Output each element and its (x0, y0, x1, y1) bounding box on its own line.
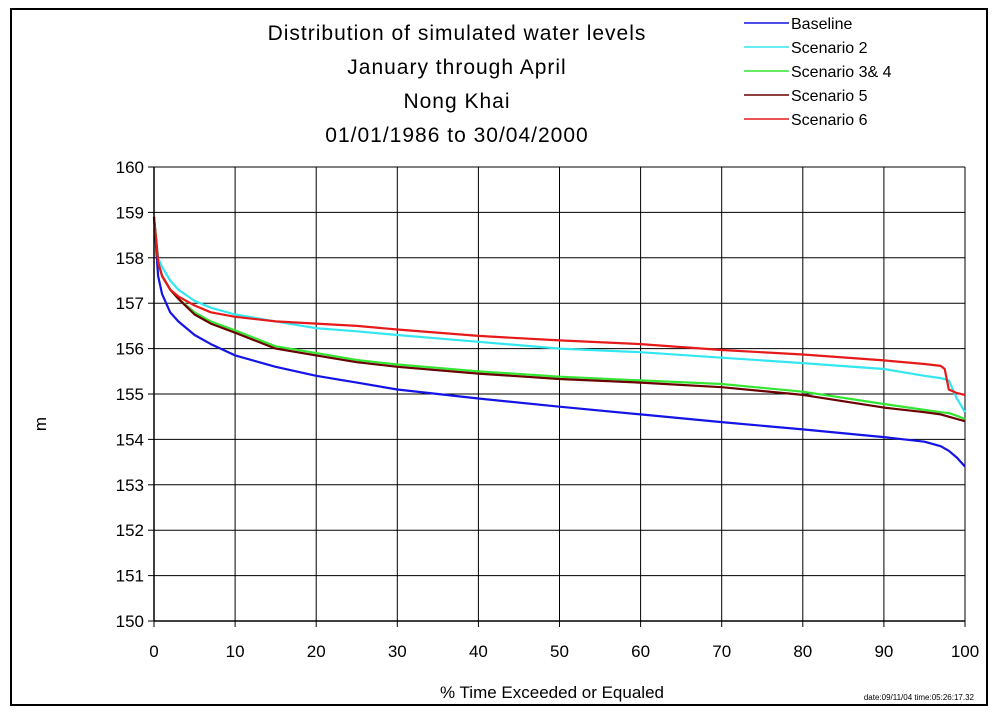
x-tick-label: 80 (793, 642, 812, 661)
x-tick-label: 100 (951, 642, 979, 661)
legend-label: Baseline (791, 16, 852, 33)
y-tick-label: 154 (116, 430, 144, 449)
legend-label: Scenario 2 (791, 40, 868, 57)
y-tick-label: 158 (116, 249, 144, 268)
x-tick-label: 20 (307, 642, 326, 661)
series-line-1 (152, 216, 966, 468)
y-tick-labels: 150 151 152 153 154 155 156 157 158 159 160 (116, 158, 144, 631)
chart-frame: 150 151 152 153 154 155 156 157 158 159 160 0 10 20 3… (10, 8, 988, 706)
series-lines (152, 216, 966, 468)
y-tick-label: 153 (116, 476, 144, 495)
y-tick-label: 151 (116, 567, 144, 586)
x-tick-label: 90 (874, 642, 893, 661)
legend-label: Scenario 6 (791, 112, 868, 129)
line-chart: 150 151 152 153 154 155 156 157 158 159 160 0 10 20 3… (31, 16, 979, 702)
legend: Baseline Scenario 2 Scenario 3& 4 Scenario … (744, 16, 892, 129)
x-tick-label: 40 (469, 642, 488, 661)
y-axis-label: m (31, 417, 50, 431)
y-tick-label: 159 (116, 203, 144, 222)
gridlines (153, 166, 966, 622)
x-tick-label: 70 (712, 642, 731, 661)
x-tick-labels: 0 10 20 30 40 50 60 70 80 90 100 (149, 642, 979, 661)
y-tick-label: 155 (116, 385, 144, 404)
chart-title-line: 01/01/1986 to 30/04/2000 (325, 124, 588, 147)
y-tick-label: 150 (116, 612, 144, 631)
x-tick-label: 50 (550, 642, 569, 661)
y-tick-label: 156 (116, 340, 144, 359)
legend-label: Scenario 3& 4 (791, 64, 892, 81)
series-line-5 (152, 216, 966, 396)
x-tick-label: 10 (226, 642, 245, 661)
x-tick-label: 30 (388, 642, 407, 661)
series-line-4 (152, 216, 966, 423)
y-tick-label: 157 (116, 294, 144, 313)
y-tick-label: 152 (116, 521, 144, 540)
series-line-2 (152, 216, 966, 413)
chart-title-line: January through April (347, 56, 566, 79)
date-time-stamp: date:09/11/04 time:05:26:17.32 (864, 693, 975, 702)
legend-label: Scenario 5 (791, 88, 868, 105)
chart-title-line: Nong Khai (403, 90, 510, 113)
x-axis-label: % Time Exceeded or Equaled (440, 683, 664, 702)
axes (148, 166, 966, 627)
chart-title-line: Distribution of simulated water levels (268, 22, 647, 45)
x-tick-label: 60 (631, 642, 650, 661)
x-tick-label: 0 (149, 642, 158, 661)
y-tick-label: 160 (116, 158, 144, 177)
chart-title: Distribution of simulated water levels Ja… (268, 22, 647, 147)
